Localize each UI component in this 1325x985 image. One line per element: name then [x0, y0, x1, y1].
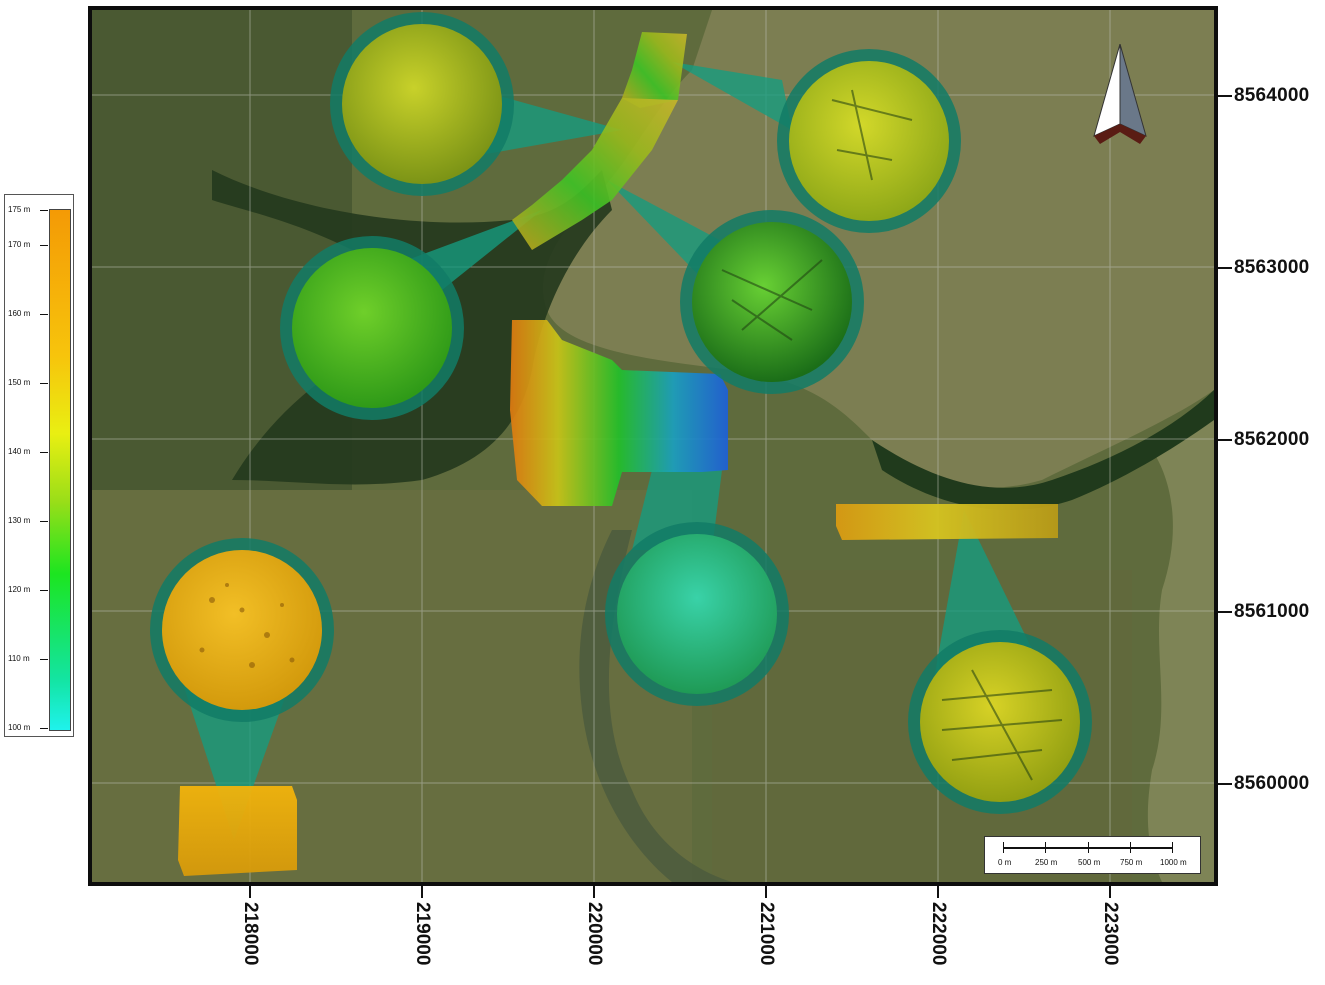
legend-tick [40, 659, 48, 660]
satellite-map[interactable] [92, 10, 1214, 882]
easting-tick-221000: 221000 [754, 886, 778, 985]
legend-entry: 100 m [8, 722, 68, 734]
legend-label: 140 m [8, 447, 31, 456]
legend-label: 160 m [8, 309, 31, 318]
legend-entry: 110 m [8, 653, 68, 665]
easting-tick-223000: 223000 [1098, 886, 1122, 985]
scale-tick [1088, 842, 1089, 853]
easting-label: 219000 [412, 902, 433, 966]
legend-entry: 170 m [8, 239, 68, 251]
northing-tick-8560000: 8560000 [1218, 774, 1318, 794]
tick-mark [1218, 439, 1232, 441]
legend-tick [40, 728, 48, 729]
scale-label: 250 m [1035, 858, 1058, 867]
scale-tick [1003, 842, 1004, 853]
easting-tick-222000: 222000 [926, 886, 950, 985]
easting-label: 221000 [756, 902, 777, 966]
tick-mark [1218, 783, 1232, 785]
legend-label: 170 m [8, 240, 31, 249]
scale-label: 1000 m [1160, 858, 1187, 867]
scale-tick [1045, 842, 1046, 853]
legend-tick [40, 590, 48, 591]
legend-entry: 130 m [8, 515, 68, 527]
easting-label: 223000 [1100, 902, 1121, 966]
scale-label: 0 m [998, 858, 1012, 867]
legend-label: 110 m [8, 654, 30, 663]
tick-mark [937, 886, 939, 898]
legend-entry: 160 m [8, 308, 68, 320]
legend-tick [40, 521, 48, 522]
legend-tick [40, 452, 48, 453]
tick-mark [593, 886, 595, 898]
legend-tick [40, 383, 48, 384]
legend-label: 175 m [8, 205, 31, 214]
scale-bar: 0 m 250 m 500 m 750 m 1000 m [984, 836, 1201, 874]
northing-tick-8561000: 8561000 [1218, 602, 1318, 622]
northing-label: 8560000 [1234, 773, 1310, 794]
map-frame[interactable] [88, 6, 1218, 886]
easting-label: 222000 [928, 902, 949, 966]
tick-mark [765, 886, 767, 898]
legend-label: 130 m [8, 516, 31, 525]
easting-tick-218000: 218000 [238, 886, 262, 985]
legend-entry: 150 m [8, 377, 68, 389]
easting-label: 220000 [584, 902, 605, 966]
legend-label: 100 m [8, 723, 31, 732]
north-arrow-icon [1093, 44, 1147, 144]
legend-label: 150 m [8, 378, 31, 387]
tick-mark [1109, 886, 1111, 898]
easting-tick-220000: 220000 [582, 886, 606, 985]
legend-label: 120 m [8, 585, 31, 594]
legend-entry: 120 m [8, 584, 68, 596]
easting-label: 218000 [240, 902, 261, 966]
scale-label: 500 m [1078, 858, 1101, 867]
scale-tick [1172, 842, 1173, 853]
northing-label: 8563000 [1234, 257, 1310, 278]
elevation-legend: 175 m 170 m 160 m 150 m 140 m 130 m 120 … [4, 194, 74, 737]
elevation-color-ramp [49, 209, 71, 731]
northing-tick-8563000: 8563000 [1218, 258, 1318, 278]
legend-tick [40, 245, 48, 246]
legend-entry: 140 m [8, 446, 68, 458]
easting-tick-219000: 219000 [410, 886, 434, 985]
legend-tick [40, 314, 48, 315]
northing-tick-8562000: 8562000 [1218, 430, 1318, 450]
northing-label: 8561000 [1234, 601, 1310, 622]
legend-entry: 175 m [8, 204, 68, 216]
scale-tick [1130, 842, 1131, 853]
northing-label: 8562000 [1234, 429, 1310, 450]
tick-mark [421, 886, 423, 898]
tick-mark [1218, 95, 1232, 97]
tick-mark [1218, 267, 1232, 269]
northing-label: 8564000 [1234, 85, 1310, 106]
tick-mark [1218, 611, 1232, 613]
legend-tick [40, 210, 48, 211]
northing-tick-8564000: 8564000 [1218, 86, 1318, 106]
scale-label: 750 m [1120, 858, 1143, 867]
tick-mark [249, 886, 251, 898]
